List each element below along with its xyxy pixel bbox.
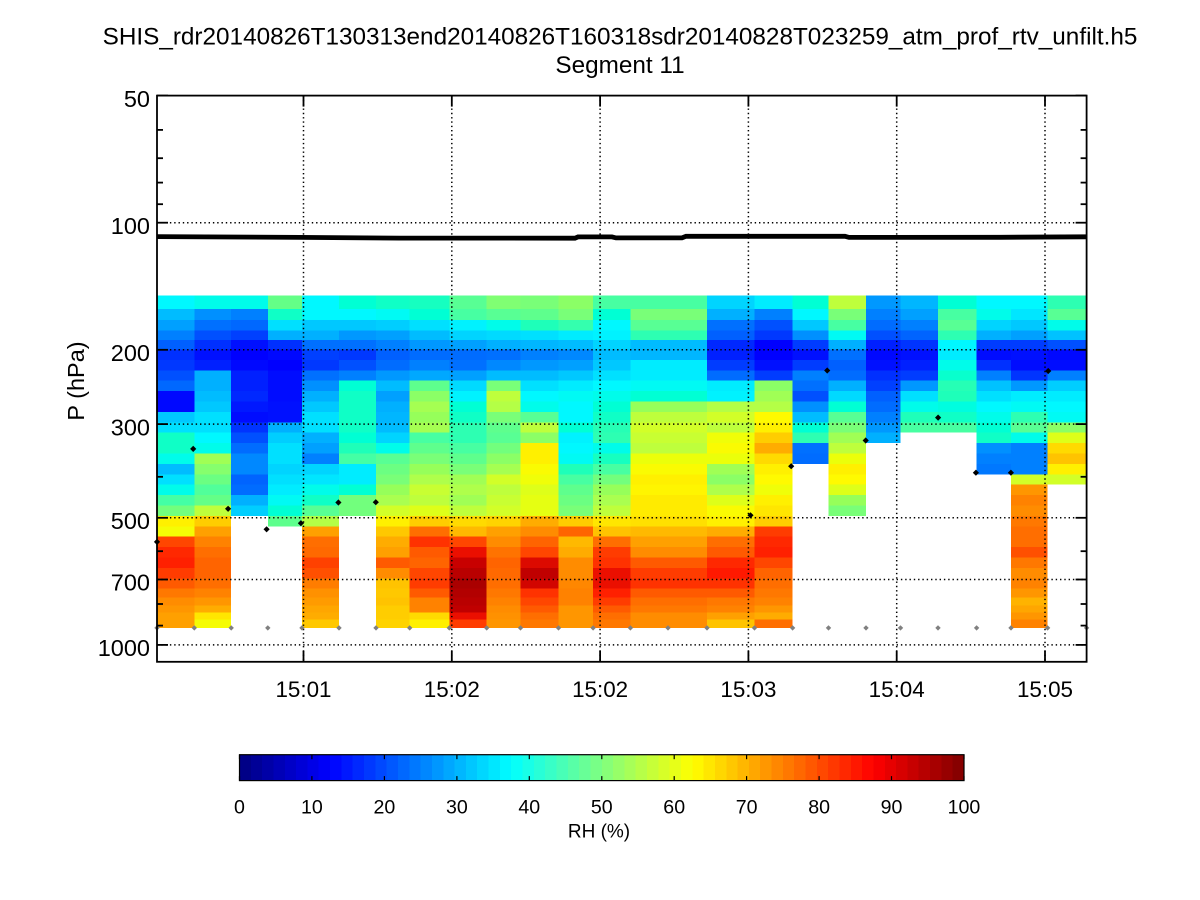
svg-text:SHIS_rdr20140826T130313end2014: SHIS_rdr20140826T130313end20140826T16031…: [103, 24, 1138, 51]
svg-text:20: 20: [374, 797, 396, 819]
svg-text:40: 40: [518, 797, 540, 819]
svg-text:Segment 11: Segment 11: [555, 52, 684, 79]
svg-text:15:01: 15:01: [275, 677, 331, 702]
svg-text:700: 700: [111, 570, 150, 596]
svg-text:P (hPa): P (hPa): [63, 341, 89, 420]
svg-text:200: 200: [111, 340, 150, 366]
svg-text:70: 70: [736, 797, 758, 819]
svg-text:500: 500: [111, 508, 150, 534]
svg-text:15:02: 15:02: [424, 677, 480, 702]
svg-text:60: 60: [663, 797, 685, 819]
svg-text:RH (%): RH (%): [568, 822, 630, 843]
svg-text:50: 50: [591, 797, 613, 819]
svg-text:80: 80: [808, 797, 830, 819]
svg-text:30: 30: [446, 797, 468, 819]
svg-text:10: 10: [301, 797, 323, 819]
svg-text:90: 90: [881, 797, 903, 819]
svg-text:300: 300: [111, 414, 150, 440]
svg-text:0: 0: [234, 797, 245, 819]
svg-text:15:05: 15:05: [1017, 677, 1073, 702]
svg-text:15:03: 15:03: [720, 677, 776, 702]
svg-text:1000: 1000: [98, 635, 150, 661]
svg-text:100: 100: [948, 797, 981, 819]
svg-text:100: 100: [111, 213, 150, 239]
svg-text:50: 50: [124, 86, 150, 112]
svg-text:15:02: 15:02: [572, 677, 628, 702]
svg-text:15:04: 15:04: [869, 677, 925, 702]
